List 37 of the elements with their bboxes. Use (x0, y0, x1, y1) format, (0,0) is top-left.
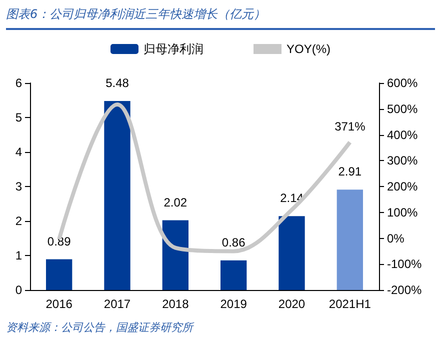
y2-tick-label: -100% (387, 257, 422, 272)
x-tick-label: 2020 (278, 297, 306, 311)
chart-title: 图表6：公司归母净利润近三年快速增长（亿元） (6, 6, 435, 30)
bar (104, 100, 130, 290)
legend-label: YOY(%) (286, 42, 331, 56)
data-label: 0.86 (222, 235, 246, 250)
x-tick-label: 2021H1 (328, 297, 372, 311)
bar (162, 220, 189, 290)
y2-tick-label: 0% (387, 231, 405, 246)
y2-tick-label: 600% (387, 76, 418, 90)
x-tick-label: 2017 (104, 297, 131, 311)
y-tick-label: 0 (15, 283, 22, 297)
x-tick-label: 2019 (220, 297, 248, 311)
y2-tick-label: -200% (387, 283, 422, 297)
bar (220, 260, 247, 290)
y-tick-label: 2 (15, 214, 22, 228)
data-label: 2.91 (338, 164, 362, 179)
x-tick-label: 2018 (162, 297, 190, 311)
data-label: 371% (334, 119, 366, 134)
legend-label: 归母净利润 (144, 42, 204, 56)
y-tick-label: 6 (15, 76, 22, 90)
y2-tick-label: 100% (387, 205, 418, 220)
y2-tick-label: 200% (387, 180, 418, 194)
y-tick-label: 3 (15, 180, 22, 194)
y-tick-label: 4 (15, 145, 22, 159)
text: 资料来源：公司公告，国盛证券研究所 (6, 320, 193, 335)
y-tick-label: 1 (15, 248, 22, 262)
y-tick-label: 5 (15, 110, 22, 124)
data-label: 2.02 (164, 195, 188, 210)
y2-tick-label: 500% (387, 102, 418, 116)
x-tick-label: 2016 (46, 297, 73, 311)
bar (278, 216, 305, 290)
bar (46, 259, 72, 290)
data-label: 5.48 (106, 76, 130, 90)
y2-tick-label: 300% (387, 154, 418, 168)
y2-tick-label: 400% (387, 128, 418, 142)
bar (336, 190, 364, 290)
